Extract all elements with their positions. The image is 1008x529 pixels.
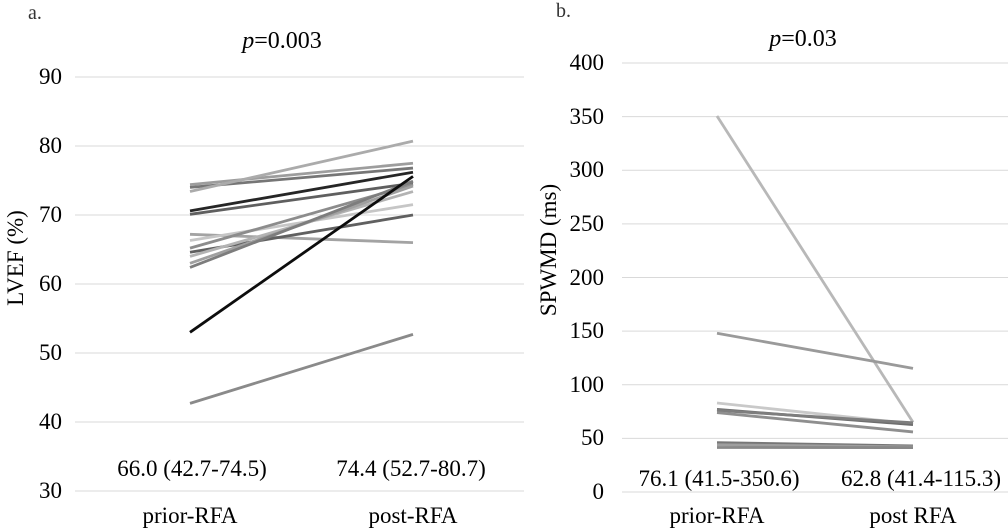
panel-b-y-tick-250: 250 <box>569 210 605 236</box>
panel-a-pvalue: p=0.003 <box>242 28 322 54</box>
panel-a-label: a. <box>28 2 42 24</box>
panel-b-patient-lines <box>715 115 915 449</box>
panel-a-pvalue-symbol: p <box>242 28 255 54</box>
panel-a-y-tick-50: 50 <box>39 339 62 365</box>
panel-b-y-tick-350: 350 <box>569 103 605 129</box>
panel-a-y-tick-80: 80 <box>39 132 62 158</box>
panel-a-summary-prior: 66.0 (42.7-74.5) <box>117 456 267 481</box>
panel-b-y-tick-0: 0 <box>592 478 605 504</box>
panel-b-pvalue-number: =0.03 <box>781 26 837 52</box>
panel-a-y-tick-30: 30 <box>39 477 62 503</box>
panel-a-pvalue-number: =0.003 <box>254 28 322 54</box>
panel-b-y-tick-200: 200 <box>569 264 605 290</box>
panel-b-y-axis-title: SPWMD (ms) <box>535 183 561 317</box>
panel-b-y-tick-100: 100 <box>569 371 605 397</box>
panel-b-y-tick-50: 50 <box>581 425 604 451</box>
panel-a-y-tick-40: 40 <box>39 408 62 434</box>
panel-a-gridlines <box>75 76 524 492</box>
panel-a-category-post: post-RFA <box>368 503 458 528</box>
panel-a-category-prior: prior-RFA <box>142 503 238 528</box>
panel-b-y-tick-300: 300 <box>569 157 605 183</box>
panel-b-y-tick-400: 400 <box>569 49 605 75</box>
panel-b-category-post: post RFA <box>869 503 957 528</box>
panel-a-y-tick-60: 60 <box>39 270 62 296</box>
panel-a-y-tick-90: 90 <box>39 63 62 89</box>
panel-a-y-tick-70: 70 <box>39 201 62 227</box>
panel-b-label: b. <box>556 0 571 22</box>
panel-a-summary-post: 74.4 (52.7-80.7) <box>336 456 486 481</box>
panel-b-summary-prior: 76.1 (41.5-350.6) <box>638 466 800 491</box>
panel-b-y-tick-150: 150 <box>569 318 605 344</box>
panel-b-pvalue-symbol: p <box>769 26 782 52</box>
panel-b-gridlines <box>622 62 1008 493</box>
panel-b-pvalue: p=0.03 <box>769 26 837 52</box>
panel-b-summary-post: 62.8 (41.4-115.3) <box>840 466 1002 491</box>
panel-a-patient-lines <box>189 139 414 405</box>
panel-b-category-prior: prior-RFA <box>669 503 765 528</box>
